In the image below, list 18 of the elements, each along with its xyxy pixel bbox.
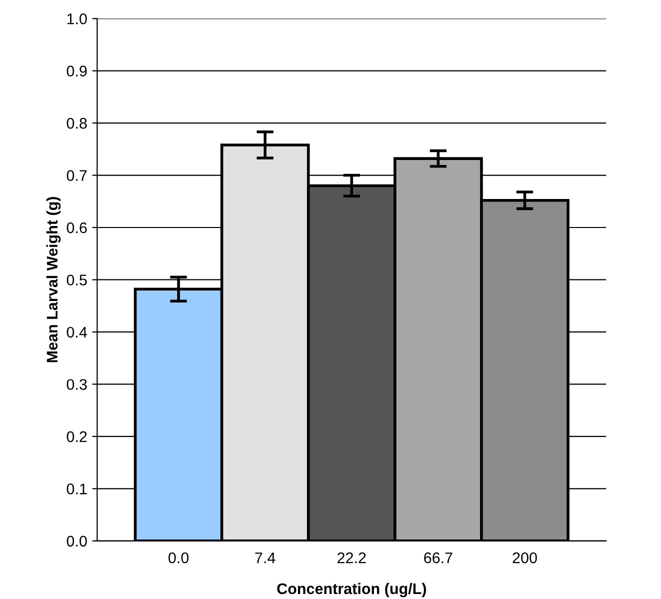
y-tick-label: 0.6 — [66, 222, 87, 234]
y-tick-label: 0.1 — [66, 484, 87, 494]
x-tick-label: 0.0 — [168, 552, 189, 564]
x-tick-label: 7.4 — [255, 552, 276, 564]
y-tick-label: 1.0 — [67, 13, 87, 24]
x-tick-label: 22.2 — [338, 552, 366, 564]
y-axis-title: Mean Larval Weight (g) — [46, 197, 61, 362]
y-tick-label: 0.2 — [66, 431, 87, 442]
x-tick-label: 66.7 — [424, 552, 452, 564]
y-tick-label: 0.9 — [66, 66, 87, 76]
y-tick-label: 0.5 — [66, 274, 87, 286]
y-tick-label: 0.0 — [66, 536, 87, 547]
y-tick-label: 0.8 — [66, 118, 87, 129]
y-tick-label: 0.3 — [66, 379, 87, 390]
y-tick-label: 0.7 — [66, 170, 87, 181]
y-tick-label: 0.4 — [66, 326, 87, 338]
x-tick-label: 200 — [512, 552, 537, 564]
x-axis-title: Concentration (ug/L) — [277, 582, 426, 598]
